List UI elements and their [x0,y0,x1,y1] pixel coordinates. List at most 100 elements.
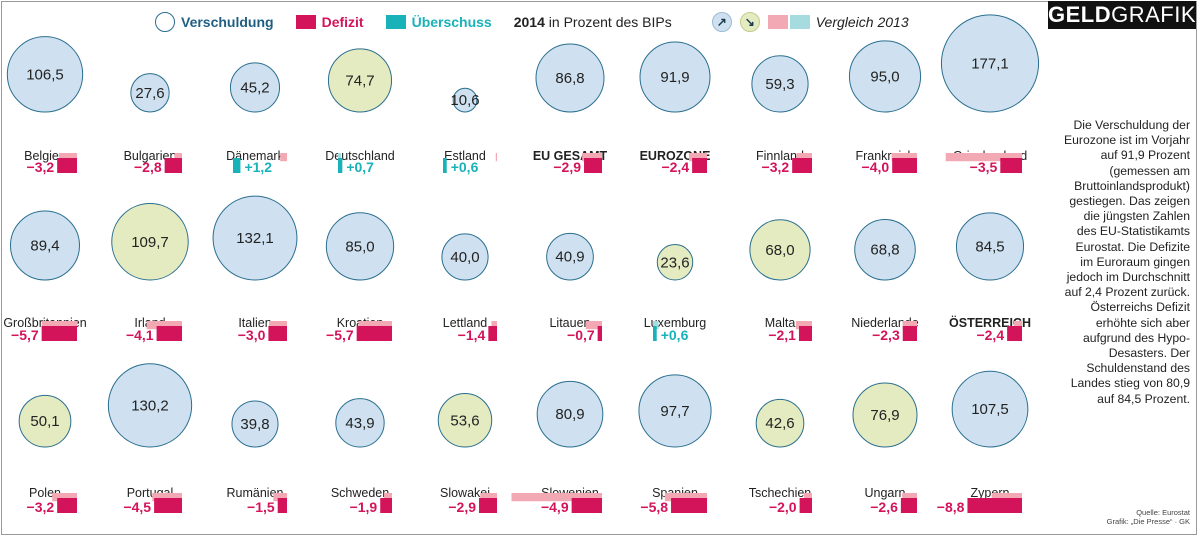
debt-circle [639,41,711,113]
country-name: Malta [765,316,796,330]
debt-circle [6,36,84,113]
debt-circle [229,62,281,113]
debt-value-label: 97,7 [660,403,689,420]
legend-debt: Verschuldung [155,12,274,32]
source-line1: Quelle: Eurostat [1136,508,1190,517]
country-name: Tschechien [749,486,812,500]
debt-circle [437,393,493,448]
balance-label: −2,3 [872,327,900,343]
prev-deficit-bar [174,153,182,162]
debt-circle [9,210,81,281]
debt-circle [940,14,1040,113]
prev-deficit-bar [480,493,497,502]
debt-circle [18,394,72,448]
debt-circle [755,398,805,448]
legend-surplus: Überschuss [385,14,492,30]
debt-value-label: 89,4 [30,237,59,254]
debt-circle [231,400,279,448]
debt-value-label: 74,7 [345,72,374,89]
country-name: Litauen [549,316,590,330]
country-name: Luxemburg [644,316,707,330]
surplus-bar [233,158,241,173]
source: Quelle: Eurostat Grafik: „Die Presse“ · … [1062,508,1190,526]
debt-value-label: 68,0 [765,242,794,259]
debt-circle [638,374,712,448]
prev-deficit-bar [383,493,392,502]
debt-value-label: 91,9 [660,69,689,86]
debt-value-label: 10,6 [450,92,479,109]
country-name: Bulgarien [124,149,177,163]
prev-deficit-bar [664,493,707,502]
prev-deficit-bar [59,153,77,162]
debt-value-label: 84,5 [975,238,1004,255]
debt-value-label: 76,9 [870,407,899,424]
deficit-bar [380,498,392,513]
country-name: Estland [444,149,486,163]
balance-label: −4,1 [126,327,154,343]
balance-label: +0,6 [451,159,479,175]
deficit-bar [41,326,77,341]
deficit-bar [967,498,1022,513]
debt-circle [955,212,1025,281]
country-name: Belgien [24,149,66,163]
country-name: Rumänien [227,486,284,500]
debt-value-label: 50,1 [30,413,59,430]
deficit-bar [277,498,287,513]
side-text: Die Verschuldung der Eurozone ist im Vor… [1064,118,1190,406]
deficit-bar [671,498,707,513]
balance-label: −0,7 [567,327,595,343]
balance-label: −1,4 [458,327,486,343]
prev-deficit-bar [991,493,1022,502]
legend-comparison-label: Vergleich 2013 [815,14,909,30]
country-name: Lettland [443,316,488,330]
prev-deficit-bar [796,153,812,162]
deficit-bar [798,326,812,341]
legend-year-unit: 2014 in Prozent des BIPs [514,14,672,30]
brand-part2: GRAFIK [1111,2,1197,27]
source-line2: Grafik: „Die Presse“ · GK [1106,517,1190,526]
prev-deficit-bar [795,321,812,330]
balance-label: −3,2 [27,499,55,515]
arrow-down-icon: ↘ [739,12,760,32]
debt-value-label: 27,6 [135,85,164,102]
debt-circle [546,232,594,281]
balance-label: −5,8 [640,499,668,515]
debt-circle [130,73,170,113]
prev-deficit-bar [146,321,182,330]
legend-compare: ↗ ↘ Vergleich 2013 [711,12,909,32]
country-name: Schweden [331,486,389,500]
country-name: Dänemark [226,149,284,163]
balance-label: −1,9 [350,499,378,515]
debt-value-label: 109,7 [131,234,169,251]
legend-prev-deficit-swatch-icon [767,15,788,29]
prev-deficit-bar [273,493,287,502]
deficit-bar [597,326,602,341]
balance-label: −2,4 [661,159,689,175]
deficit-bar [900,498,917,513]
deficit-bar [479,498,497,513]
balance-label: −3,5 [970,159,998,175]
deficit-bar [799,498,812,513]
debt-value-label: 40,9 [555,249,584,266]
arrow-up-icon: ↗ [711,12,732,32]
debt-value-label: 86,8 [555,70,584,87]
debt-value-label: 106,5 [26,66,64,83]
balance-label: −2,0 [769,499,797,515]
prev-deficit-bar [891,153,917,162]
deficit-bar [692,158,707,173]
deficit-bar [154,498,182,513]
balance-label: +0,7 [346,159,374,175]
deficit-bar [892,158,917,173]
debt-value-label: 95,0 [870,68,899,85]
debt-circle [848,40,922,113]
debt-circle [656,244,694,281]
balance-label: −8,8 [937,499,965,515]
deficit-bar [584,158,602,173]
legend: Verschuldung Defizit Überschuss 2014 in … [155,10,917,34]
bubble-chart: 106,5Belgien−3,227,6Bulgarien−2,845,2Dän… [3,14,1040,515]
balance-label: +0,6 [661,327,689,343]
prev-deficit-bar [945,153,1022,162]
debt-value-label: 130,2 [131,397,169,414]
prev-deficit-bar [52,493,77,502]
